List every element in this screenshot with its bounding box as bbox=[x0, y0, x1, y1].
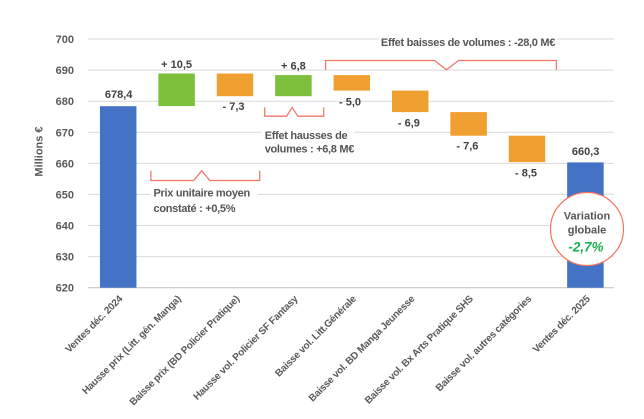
svg-text:- 7,6: - 7,6 bbox=[456, 140, 478, 152]
svg-text:620: 620 bbox=[56, 283, 74, 295]
svg-text:660,3: 660,3 bbox=[572, 146, 600, 158]
svg-text:660: 660 bbox=[56, 158, 74, 170]
svg-text:690: 690 bbox=[56, 65, 74, 77]
svg-text:- 7,3: - 7,3 bbox=[222, 101, 244, 113]
svg-text:+ 6,8: + 6,8 bbox=[281, 60, 306, 72]
svg-text:Variation: Variation bbox=[564, 210, 611, 222]
svg-text:Millions €: Millions € bbox=[34, 126, 46, 176]
svg-text:globale: globale bbox=[568, 225, 607, 237]
svg-text:- 8,5: - 8,5 bbox=[515, 168, 537, 180]
svg-text:- 5,0: - 5,0 bbox=[339, 97, 361, 109]
svg-text:640: 640 bbox=[56, 221, 74, 233]
svg-text:678,4: 678,4 bbox=[105, 89, 133, 101]
svg-text:- 6,9: - 6,9 bbox=[398, 118, 420, 130]
svg-text:700: 700 bbox=[56, 34, 74, 46]
svg-text:constaté : +0,5%: constaté : +0,5% bbox=[154, 203, 236, 215]
svg-text:680: 680 bbox=[56, 96, 74, 108]
svg-text:Effet hausses de: Effet hausses de bbox=[265, 130, 348, 142]
svg-text:Effet baisses de volumes : -28: Effet baisses de volumes : -28,0 M€ bbox=[381, 37, 555, 49]
svg-text:630: 630 bbox=[56, 252, 74, 264]
svg-text:650: 650 bbox=[56, 189, 74, 201]
svg-text:-2,7%: -2,7% bbox=[568, 240, 603, 255]
svg-text:volumes : +6,8 M€: volumes : +6,8 M€ bbox=[265, 143, 355, 155]
svg-text:670: 670 bbox=[56, 127, 74, 139]
svg-text:Prix unitaire moyen: Prix unitaire moyen bbox=[154, 188, 251, 200]
svg-text:+ 10,5: + 10,5 bbox=[161, 59, 192, 71]
